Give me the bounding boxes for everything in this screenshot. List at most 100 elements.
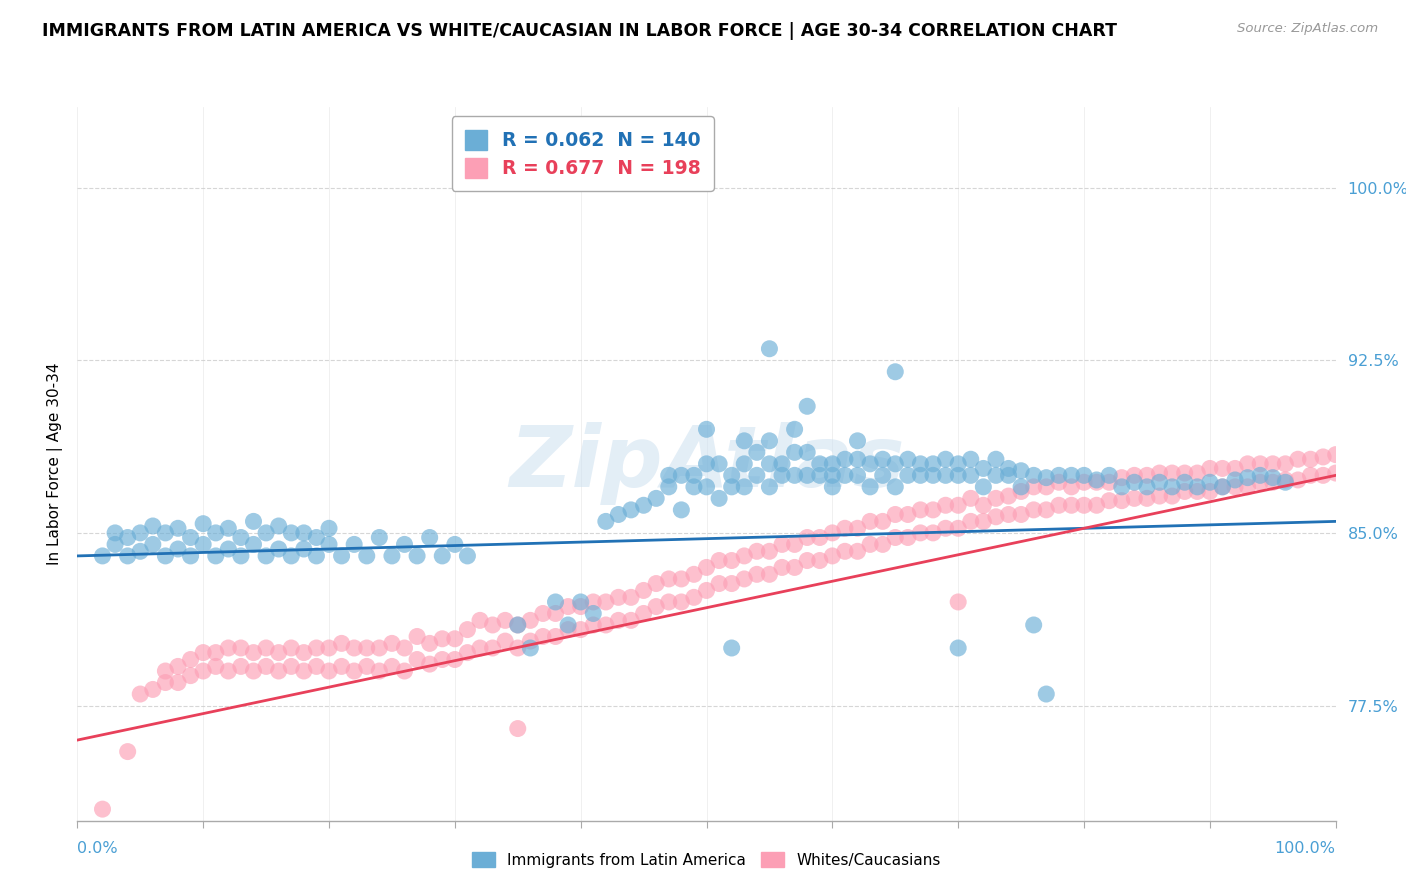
Point: [468, 640, 491, 655]
Point: [733, 434, 755, 448]
Point: [997, 489, 1019, 503]
Point: [834, 521, 856, 535]
Point: [217, 664, 239, 678]
Point: [343, 537, 366, 551]
Point: [821, 457, 844, 471]
Text: IMMIGRANTS FROM LATIN AMERICA VS WHITE/CAUCASIAN IN LABOR FORCE | AGE 30-34 CORR: IMMIGRANTS FROM LATIN AMERICA VS WHITE/C…: [42, 22, 1118, 40]
Point: [1085, 498, 1108, 512]
Point: [770, 457, 793, 471]
Point: [834, 452, 856, 467]
Point: [910, 468, 932, 483]
Point: [419, 657, 441, 672]
Point: [582, 607, 605, 621]
Point: [1111, 493, 1133, 508]
Point: [531, 630, 554, 644]
Point: [1010, 484, 1032, 499]
Point: [633, 498, 655, 512]
Point: [191, 646, 215, 660]
Point: [280, 659, 302, 673]
Point: [444, 537, 467, 551]
Point: [1098, 468, 1121, 483]
Point: [544, 595, 567, 609]
Point: [645, 599, 668, 614]
Point: [394, 537, 416, 551]
Point: [745, 445, 768, 459]
Point: [1136, 468, 1159, 483]
Point: [633, 583, 655, 598]
Point: [683, 591, 706, 605]
Point: [1010, 480, 1032, 494]
Point: [506, 722, 529, 736]
Point: [557, 623, 579, 637]
Point: [1261, 470, 1284, 484]
Point: [910, 503, 932, 517]
Point: [1211, 461, 1233, 475]
Point: [783, 445, 806, 459]
Point: [1149, 466, 1171, 480]
Point: [935, 498, 957, 512]
Point: [922, 525, 945, 540]
Point: [595, 595, 617, 609]
Point: [948, 457, 970, 471]
Point: [1047, 468, 1070, 483]
Point: [394, 664, 416, 678]
Text: 0.0%: 0.0%: [77, 841, 118, 856]
Point: [292, 525, 315, 540]
Point: [292, 541, 315, 556]
Point: [1249, 457, 1271, 471]
Point: [1286, 473, 1309, 487]
Point: [683, 468, 706, 483]
Point: [796, 531, 818, 545]
Point: [519, 640, 541, 655]
Point: [1085, 473, 1108, 487]
Point: [1236, 470, 1258, 484]
Point: [972, 480, 994, 494]
Point: [645, 491, 668, 506]
Point: [1299, 468, 1322, 483]
Point: [1174, 475, 1197, 490]
Point: [280, 525, 302, 540]
Point: [948, 468, 970, 483]
Point: [948, 640, 970, 655]
Point: [910, 525, 932, 540]
Point: [607, 591, 630, 605]
Point: [758, 544, 780, 558]
Point: [229, 531, 252, 545]
Point: [180, 652, 202, 666]
Point: [180, 531, 202, 545]
Point: [846, 452, 869, 467]
Point: [1111, 480, 1133, 494]
Point: [922, 457, 945, 471]
Point: [494, 634, 516, 648]
Point: [959, 491, 981, 506]
Point: [758, 567, 780, 582]
Point: [935, 452, 957, 467]
Point: [191, 537, 215, 551]
Point: [481, 618, 503, 632]
Text: ZipAtlas: ZipAtlas: [509, 422, 904, 506]
Point: [356, 640, 378, 655]
Point: [821, 549, 844, 563]
Point: [1249, 468, 1271, 483]
Point: [1312, 468, 1334, 483]
Point: [569, 599, 592, 614]
Point: [620, 591, 643, 605]
Point: [1236, 480, 1258, 494]
Point: [984, 509, 1007, 524]
Point: [959, 468, 981, 483]
Point: [142, 682, 165, 697]
Text: Source: ZipAtlas.com: Source: ZipAtlas.com: [1237, 22, 1378, 36]
Point: [129, 687, 152, 701]
Point: [720, 576, 742, 591]
Point: [444, 632, 467, 646]
Point: [456, 646, 478, 660]
Point: [1223, 480, 1246, 494]
Point: [368, 640, 391, 655]
Point: [1161, 480, 1184, 494]
Point: [432, 549, 454, 563]
Point: [254, 640, 277, 655]
Point: [846, 434, 869, 448]
Point: [1073, 468, 1095, 483]
Point: [959, 452, 981, 467]
Point: [456, 623, 478, 637]
